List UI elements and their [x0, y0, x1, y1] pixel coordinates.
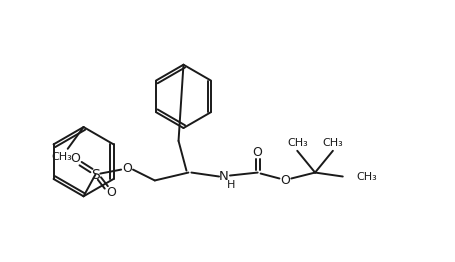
Text: O: O	[122, 162, 132, 175]
Text: O: O	[71, 152, 81, 165]
Text: CH₃: CH₃	[286, 138, 307, 148]
Text: H: H	[226, 181, 235, 190]
Text: CH₃: CH₃	[356, 172, 377, 182]
Text: O: O	[252, 146, 262, 159]
Text: N: N	[219, 170, 228, 183]
Text: O: O	[106, 186, 116, 199]
Text: CH₃: CH₃	[322, 138, 343, 148]
Text: S: S	[91, 167, 100, 182]
Text: CH₃: CH₃	[51, 152, 72, 162]
Text: O: O	[280, 174, 290, 187]
